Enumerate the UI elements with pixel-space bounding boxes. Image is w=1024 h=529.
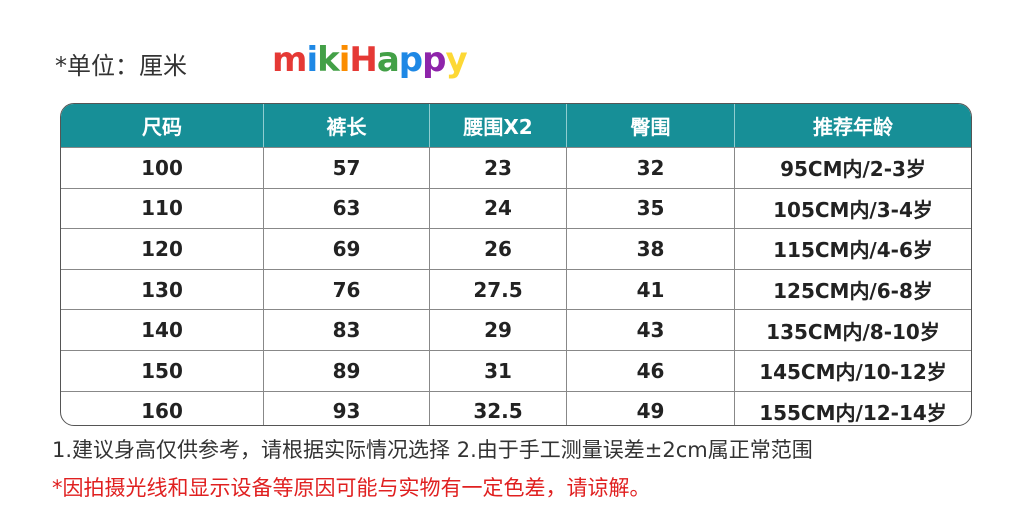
table-cell: 155CM内/12-14岁 <box>734 391 971 425</box>
warning-note: *因拍摄光线和显示设备等原因可能与实物有一定色差，请谅解。 <box>52 476 651 500</box>
table-cell: 43 <box>566 310 734 350</box>
table-cell: 41 <box>566 269 734 310</box>
table-cell: 32.5 <box>429 391 566 425</box>
brand-letter: a <box>376 40 400 80</box>
table-cell: 35 <box>566 188 734 229</box>
table-cell: 95CM内/2-3岁 <box>734 148 971 188</box>
header-cell: 推荐年龄 <box>734 104 971 147</box>
table-cell: 160 <box>141 399 183 424</box>
table-row: 120 69 26 38 115CM内/4-6岁 <box>61 228 971 269</box>
table-cell: 26 <box>429 229 566 269</box>
size-table: 尺码 裤长 腰围X2 臀围 推荐年龄 100 57 23 32 95CM内/2-3岁 110 63 24… <box>60 103 972 426</box>
table-cell: 83 <box>263 310 429 350</box>
table-cell: 24 <box>429 188 566 229</box>
table-cell: 110 <box>141 196 183 221</box>
brand-letter: y <box>445 40 467 80</box>
table-row: 100 57 23 32 95CM内/2-3岁 <box>61 147 971 188</box>
header-cell: 尺码 <box>142 115 182 139</box>
table-cell: 93 <box>263 391 429 425</box>
table-cell: 135CM内/8-10岁 <box>734 310 971 350</box>
header-cell: 臀围 <box>566 104 734 147</box>
table-cell: 49 <box>566 391 734 425</box>
header-cell: 裤长 <box>263 104 429 147</box>
table-cell: 130 <box>141 277 183 302</box>
table-cell: 38 <box>566 229 734 269</box>
table-cell: 69 <box>263 229 429 269</box>
header-row: 尺码 裤长 腰围X2 臀围 推荐年龄 <box>61 104 971 147</box>
table-row: 160 93 32.5 49 155CM内/12-14岁 <box>61 390 971 425</box>
brand-letter: H <box>349 40 377 80</box>
unit-label: *单位：厘米 <box>55 52 187 80</box>
table-cell: 46 <box>566 350 734 391</box>
header-cell: 腰围X2 <box>429 104 566 147</box>
table-cell: 76 <box>263 269 429 310</box>
table-cell: 150 <box>141 358 183 383</box>
table-cell: 27.5 <box>429 269 566 310</box>
table-cell: 29 <box>429 310 566 350</box>
brand-letter: p <box>398 40 423 80</box>
table-cell: 145CM内/10-12岁 <box>734 350 971 391</box>
table-cell: 57 <box>263 148 429 188</box>
table-row: 130 76 27.5 41 125CM内/6-8岁 <box>61 268 971 310</box>
table-cell: 89 <box>263 350 429 391</box>
brand-logo: mikiHappy <box>272 40 468 80</box>
note: 1.建议身高仅供参考，请根据实际情况选择 2.由于手工测量误差±2cm属正常范围 <box>52 438 813 462</box>
table-cell: 23 <box>429 148 566 188</box>
table-cell: 63 <box>263 188 429 229</box>
brand-letter: p <box>422 40 446 80</box>
table-cell: 140 <box>141 318 183 343</box>
table-cell: 115CM内/4-6岁 <box>734 229 971 269</box>
table-row: 110 63 24 35 105CM内/3-4岁 <box>61 187 971 229</box>
table-cell: 100 <box>141 155 183 180</box>
brand-letter: i <box>306 40 318 80</box>
table-cell: 105CM内/3-4岁 <box>734 188 971 229</box>
table-cell: 125CM内/6-8岁 <box>734 269 971 310</box>
table-row: 140 83 29 43 135CM内/8-10岁 <box>61 309 971 350</box>
brand-letter: k <box>317 40 340 80</box>
brand-letter: m <box>272 40 307 80</box>
table-cell: 120 <box>141 236 183 261</box>
table-row: 150 89 31 46 145CM内/10-12岁 <box>61 349 971 391</box>
table-cell: 32 <box>566 148 734 188</box>
brand-letter: i <box>338 40 351 80</box>
table-cell: 31 <box>429 350 566 391</box>
